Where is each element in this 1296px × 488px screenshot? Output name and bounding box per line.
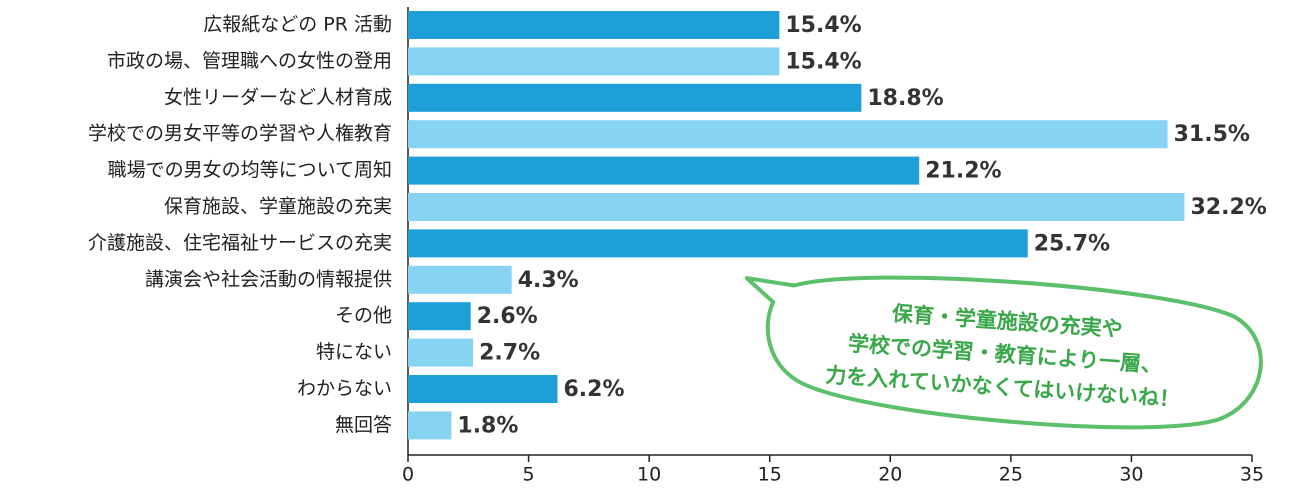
category-label: 介護施設、住宅福祉サービスの充実 — [88, 232, 392, 254]
value-label: 2.6% — [477, 304, 538, 329]
x-tick-label: 5 — [523, 464, 535, 486]
bar — [408, 375, 558, 403]
bar — [408, 339, 473, 367]
value-label: 6.2% — [564, 377, 625, 402]
category-label: 講演会や社会活動の情報提供 — [145, 268, 392, 290]
category-label: 職場での男女の均等について周知 — [108, 159, 392, 181]
value-label: 15.4% — [785, 49, 861, 74]
x-tick-label: 0 — [402, 464, 414, 486]
value-label: 18.8% — [867, 86, 943, 111]
bar — [408, 120, 1168, 148]
category-label: 市政の場、管理職への女性の登用 — [107, 50, 392, 72]
bar — [408, 229, 1028, 257]
x-tick-label: 25 — [999, 464, 1023, 486]
x-tick-label: 35 — [1240, 464, 1264, 486]
category-label: 広報紙などの PR 活動 — [203, 14, 392, 36]
value-label: 25.7% — [1034, 231, 1110, 256]
category-label: 女性リーダーなど人材育成 — [164, 86, 392, 108]
bar — [408, 193, 1184, 221]
category-label: わからない — [297, 378, 392, 400]
value-label: 32.2% — [1190, 195, 1266, 220]
x-tick-label: 30 — [1119, 464, 1143, 486]
category-label: 学校での男女平等の学習や人権教育 — [88, 123, 392, 145]
value-label: 21.2% — [925, 159, 1001, 184]
value-label: 15.4% — [785, 13, 861, 38]
value-label: 1.8% — [457, 413, 518, 438]
x-tick-label: 10 — [637, 464, 661, 486]
bar — [408, 302, 471, 330]
bar — [408, 47, 779, 75]
category-label: その他 — [335, 305, 392, 327]
bar — [408, 266, 512, 294]
value-label: 2.7% — [479, 341, 540, 366]
bar — [408, 11, 779, 39]
value-label: 4.3% — [518, 268, 579, 293]
category-label: 保育施設、学童施設の充実 — [164, 196, 392, 218]
x-tick-label: 20 — [878, 464, 902, 486]
bar — [408, 157, 919, 185]
category-label: 無回答 — [335, 414, 392, 436]
category-label: 特にない — [316, 341, 392, 363]
x-tick-label: 15 — [758, 464, 782, 486]
bar — [408, 411, 451, 439]
bar — [408, 84, 861, 112]
chart: 0 5 10 15 20 25 30 35 広報紙などの PR 活動 15.4% 市政の場、管理職へ… — [0, 0, 1296, 488]
value-label: 31.5% — [1174, 122, 1250, 147]
